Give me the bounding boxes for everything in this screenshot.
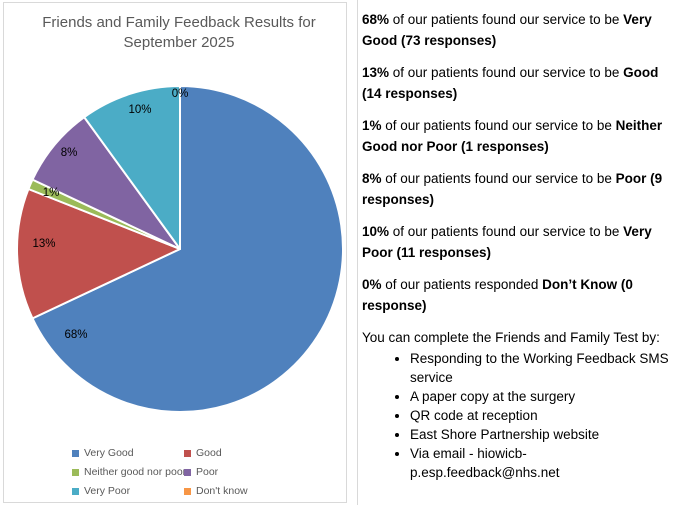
fft-method-item: QR code at reception <box>410 406 676 425</box>
pie-label-neither-good-nor-poor: 1% <box>42 187 60 199</box>
stat-text: of our patients found our service to be <box>381 118 616 133</box>
legend-item-very-good: Very Good <box>72 447 184 459</box>
stat-don-t-know: 0% of our patients responded Don’t Know … <box>362 274 676 316</box>
pie-label-don-t-know: 0% <box>171 88 189 100</box>
stat-text: of our patients found our service to be <box>381 171 616 186</box>
stat-text: of our patients responded <box>381 277 543 292</box>
stat-text: of our patients found our service to be <box>389 65 624 80</box>
stat-very-poor: 10% of our patients found our service to… <box>362 221 676 263</box>
stat-good: 13% of our patients found our service to… <box>362 62 676 104</box>
legend-label: Very Poor <box>84 485 131 497</box>
stat-category: Don’t Know (0 response) <box>362 277 633 313</box>
stat-text: of our patients found our service to be <box>389 224 624 239</box>
stat-percent: 68% <box>362 12 390 27</box>
legend-swatch-good <box>184 449 191 457</box>
panel-divider <box>357 0 358 505</box>
legend-label: Don't know <box>196 485 248 497</box>
legend-swatch-very-good <box>72 449 79 457</box>
stat-very-good: 68% of our patients found our service to… <box>362 9 676 51</box>
stat-neither-good-nor-poor: 1% of our patients found our service to … <box>362 115 676 157</box>
stat-text: of our patients found our service to be <box>389 12 624 27</box>
pie-label-very-poor: 10% <box>128 104 152 116</box>
pie-slice-very-poor <box>83 85 181 250</box>
stat-category: Good (14 responses) <box>362 65 659 101</box>
chart-title-text: Friends and Family Feedback Results for … <box>42 14 316 51</box>
pie-chart <box>16 85 344 413</box>
stat-category: Neither Good nor Poor (1 responses) <box>362 118 663 154</box>
pie-slice-good <box>16 188 181 320</box>
legend-swatch-poor <box>184 468 191 476</box>
legend-swatch-neither-good-nor-poor <box>72 468 79 476</box>
stat-percent: 8% <box>362 171 382 186</box>
legend-label: Very Good <box>84 447 134 459</box>
legend-item-neither-good-nor-poor: Neither good nor poor <box>72 466 187 478</box>
chart-title: Friends and Family Feedback Results for … <box>7 13 351 53</box>
fft-method-item: Responding to the Working Feedback SMS s… <box>410 349 676 387</box>
legend-swatch-don-t-know <box>184 487 191 495</box>
stat-percent: 10% <box>362 224 390 239</box>
stat-percent: 13% <box>362 65 390 80</box>
summary-text-panel: 68% of our patients found our service to… <box>362 0 676 482</box>
legend-label: Good <box>196 447 222 459</box>
stat-category: Very Good (73 responses) <box>362 12 652 48</box>
fft-method-item: Via email - hiowicb-p.esp.feedback@nhs.n… <box>410 444 676 482</box>
pie-label-very-good: 68% <box>64 329 88 341</box>
stat-percent: 0% <box>362 277 382 292</box>
stat-category: Poor (9 responses) <box>362 171 663 207</box>
legend-label: Poor <box>196 466 219 478</box>
stat-percent: 1% <box>362 118 382 133</box>
fft-methods-list: Responding to the Working Feedback SMS s… <box>362 349 676 482</box>
fft-method-item: A paper copy at the surgery <box>410 387 676 406</box>
fft-intro: You can complete the Friends and Family … <box>362 330 660 345</box>
pie-label-good: 13% <box>32 238 56 250</box>
legend-label: Neither good nor poor <box>84 466 187 478</box>
stats-list: 68% of our patients found our service to… <box>362 9 676 316</box>
legend-item-don-t-know: Don't know <box>184 485 248 497</box>
pie-label-poor: 8% <box>60 147 78 159</box>
legend-item-very-poor: Very Poor <box>72 485 184 497</box>
legend-item-poor: Poor <box>184 466 248 478</box>
chart-legend: Very Good Good Neither good nor poor Poor Ve… <box>72 447 248 497</box>
stat-category: Very Poor (11 responses) <box>362 224 652 260</box>
stat-poor: 8% of our patients found our service to … <box>362 168 676 210</box>
legend-item-good: Good <box>184 447 248 459</box>
feedback-chart-panel: Friends and Family Feedback Results for … <box>3 2 347 503</box>
fft-method-item: East Shore Partnership website <box>410 425 676 444</box>
pie-slice-very-good <box>31 85 344 413</box>
legend-swatch-very-poor <box>72 487 79 495</box>
